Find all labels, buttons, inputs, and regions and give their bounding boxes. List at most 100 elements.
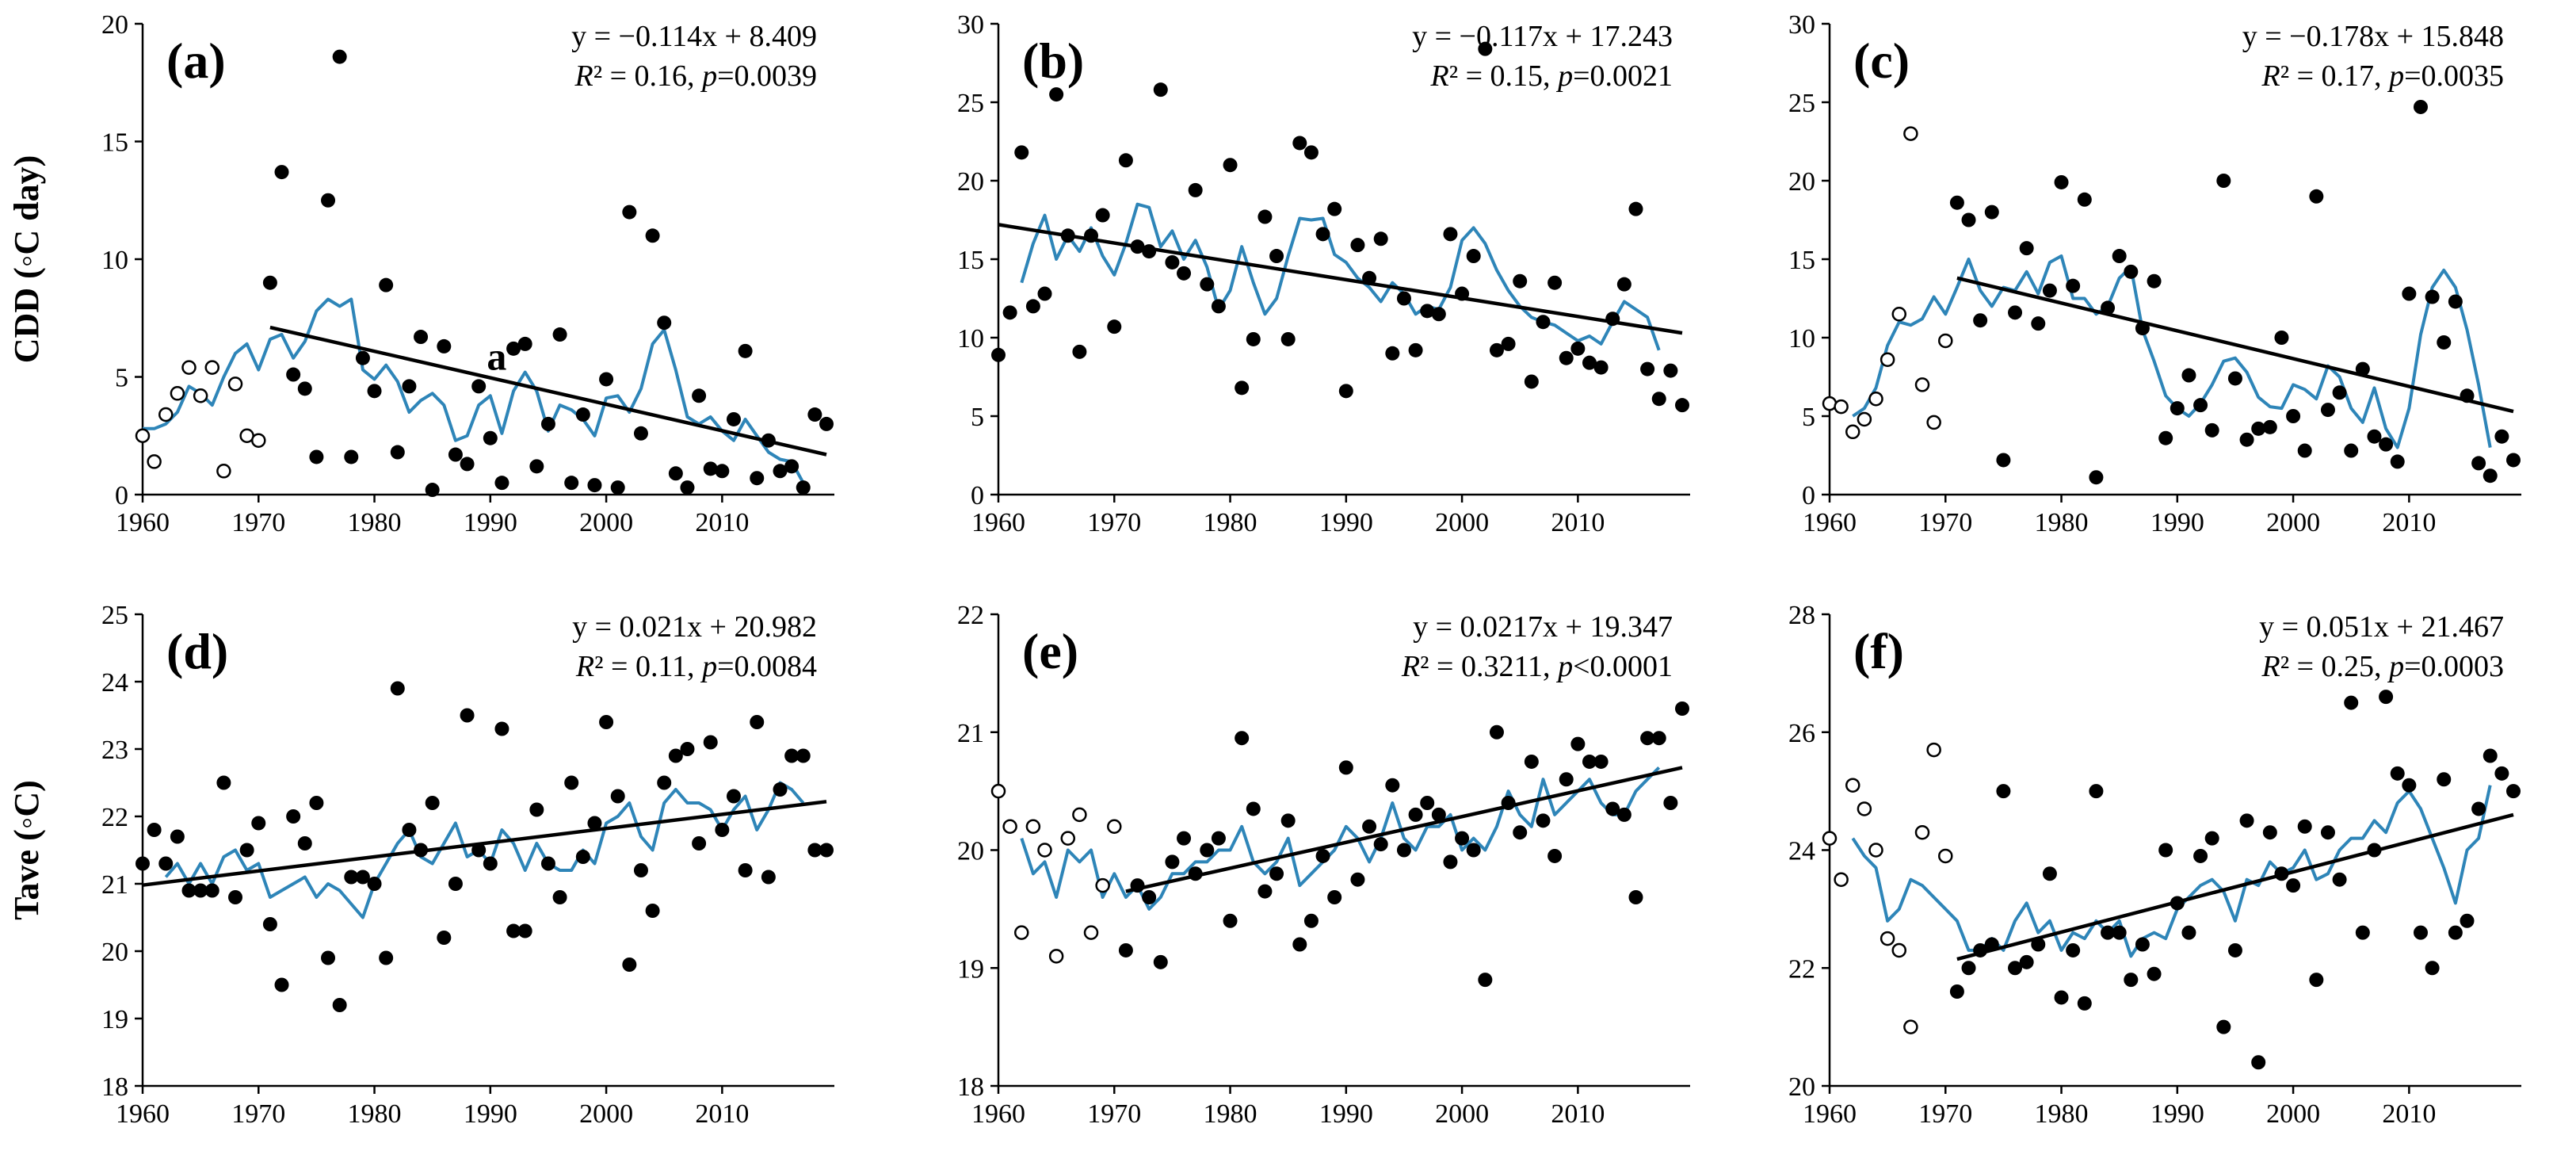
data-point-filled bbox=[819, 416, 834, 431]
data-point-filled bbox=[610, 789, 625, 804]
y-tick-label: 15 bbox=[1788, 246, 1815, 275]
data-point-filled bbox=[1292, 136, 1307, 151]
data-point-filled bbox=[1466, 249, 1481, 264]
data-point-open bbox=[1914, 377, 1930, 392]
data-point-open bbox=[1002, 819, 1017, 834]
data-point-filled bbox=[1616, 277, 1631, 292]
data-point-filled bbox=[274, 165, 289, 180]
data-point-filled bbox=[1973, 942, 1988, 958]
data-point-filled bbox=[1130, 878, 1145, 893]
y-tick-label: 21 bbox=[957, 719, 984, 748]
y-axis-label: Tave (◦C) bbox=[7, 780, 46, 920]
smoothed-series-line bbox=[1020, 202, 1661, 351]
y-tick-label: 10 bbox=[1788, 324, 1815, 354]
smoothed-series-line bbox=[143, 297, 805, 484]
data-point-open bbox=[1072, 807, 1087, 823]
data-point-filled bbox=[2181, 368, 2196, 383]
data-point-filled bbox=[2101, 300, 2116, 315]
data-point-filled bbox=[1060, 228, 1075, 243]
data-point-filled bbox=[2390, 766, 2405, 781]
data-point-filled bbox=[402, 823, 417, 837]
x-tick-label: 1980 bbox=[348, 508, 402, 537]
data-point-filled bbox=[1513, 825, 1528, 840]
data-point-open bbox=[1822, 831, 1838, 846]
x-tick-label: 2000 bbox=[579, 1099, 633, 1129]
data-point-open bbox=[1037, 843, 1052, 858]
x-tick-label: 1980 bbox=[2035, 508, 2089, 537]
data-point-filled bbox=[1408, 807, 1423, 822]
data-point-filled bbox=[1524, 754, 1539, 769]
x-tick-label: 1990 bbox=[464, 508, 517, 537]
data-point-filled bbox=[2089, 470, 2104, 485]
panel-label: (d) bbox=[166, 623, 228, 679]
panel-label: (a) bbox=[166, 32, 226, 89]
data-point-filled bbox=[2274, 331, 2289, 345]
data-point-filled bbox=[135, 856, 150, 871]
data-point-filled bbox=[2506, 453, 2521, 468]
panel-label: (e) bbox=[1022, 623, 1078, 679]
data-point-filled bbox=[2320, 825, 2335, 840]
y-axis-label: CDD (◦C day) bbox=[7, 155, 46, 363]
data-point-open bbox=[1868, 843, 1883, 858]
trend-line bbox=[142, 800, 827, 887]
data-point-filled bbox=[1142, 890, 1157, 904]
data-point-filled bbox=[807, 843, 822, 858]
data-point-filled bbox=[193, 883, 208, 898]
data-point-filled bbox=[2297, 443, 2312, 458]
data-point-filled bbox=[1165, 854, 1180, 870]
data-point-filled bbox=[181, 883, 197, 898]
chart-panel-a: 0 5 10 15 20 1960 1970 1980 1990 2000 2010 (a) y = −… bbox=[7, 10, 834, 537]
data-point-filled bbox=[715, 464, 730, 479]
data-point-filled bbox=[599, 372, 614, 387]
data-point-filled bbox=[2437, 772, 2452, 787]
data-point-filled bbox=[170, 829, 185, 844]
data-point-filled bbox=[2216, 174, 2231, 188]
data-point-filled bbox=[483, 430, 498, 445]
y-tick-label: 20 bbox=[957, 837, 984, 866]
regression-equation: y = 0.0217x + 19.347 bbox=[1413, 610, 1673, 644]
x-tick-label: 2010 bbox=[1551, 1099, 1605, 1129]
chart-panel-d: 18 19 20 21 22 23 24 25 1960 1970 1980 1990 2000 2010… bbox=[7, 601, 834, 1129]
data-point-open bbox=[1834, 399, 1849, 415]
data-point-filled bbox=[2320, 403, 2335, 418]
y-tick-label: 25 bbox=[101, 601, 128, 630]
data-point-filled bbox=[494, 476, 509, 491]
data-point-filled bbox=[2008, 305, 2023, 320]
data-point-filled bbox=[657, 315, 672, 331]
x-tick-label: 1970 bbox=[231, 508, 285, 537]
data-point-filled bbox=[1107, 319, 1122, 334]
data-point-filled bbox=[262, 917, 277, 931]
data-point-filled bbox=[471, 843, 487, 858]
y-tick-label: 20 bbox=[1788, 1072, 1815, 1102]
data-point-filled bbox=[552, 890, 567, 904]
data-point-filled bbox=[2460, 913, 2475, 928]
data-point-open bbox=[1903, 126, 1918, 141]
data-point-filled bbox=[2077, 996, 2092, 1011]
x-tick-label: 2000 bbox=[2266, 508, 2320, 537]
data-point-open bbox=[1926, 742, 1941, 758]
data-point-filled bbox=[2239, 432, 2254, 447]
data-point-filled bbox=[2031, 316, 2046, 331]
smoothed-series-line bbox=[1851, 785, 2492, 958]
x-tick-label: 2010 bbox=[2382, 508, 2436, 537]
data-point-filled bbox=[703, 735, 718, 750]
smoothed-series-line bbox=[1020, 766, 1661, 911]
y-tick-label: 5 bbox=[971, 403, 984, 432]
data-point-filled bbox=[460, 708, 475, 723]
data-point-filled bbox=[367, 877, 382, 891]
regression-equation: y = 0.021x + 20.982 bbox=[572, 610, 817, 644]
y-tick-label: 0 bbox=[1802, 481, 1815, 510]
y-tick-label: 18 bbox=[101, 1072, 128, 1102]
data-point-filled bbox=[680, 480, 695, 495]
x-tick-label: 1960 bbox=[1803, 1099, 1857, 1129]
data-point-filled bbox=[726, 411, 741, 426]
data-point-filled bbox=[1489, 342, 1504, 357]
data-point-filled bbox=[2227, 942, 2242, 958]
data-point-filled bbox=[2066, 942, 2081, 958]
data-point-open bbox=[1938, 333, 1953, 349]
data-point-filled bbox=[1640, 361, 1655, 377]
data-point-filled bbox=[1605, 312, 1620, 327]
data-point-filled bbox=[668, 748, 683, 763]
data-point-open bbox=[216, 464, 231, 479]
data-point-open bbox=[181, 360, 197, 375]
